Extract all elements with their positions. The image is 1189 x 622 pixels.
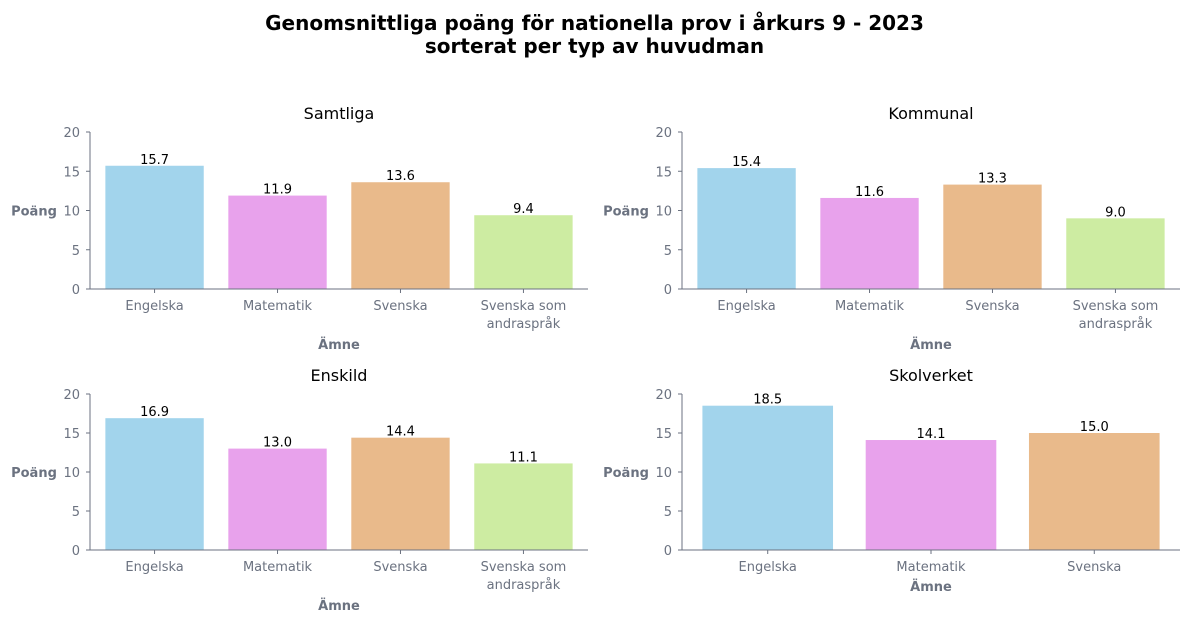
figure-title-line-2: sorterat per typ av huvudman — [425, 34, 764, 58]
panel-title: Skolverket — [889, 366, 973, 385]
panel-title: Kommunal — [888, 104, 973, 123]
panel-title: Samtliga — [304, 104, 375, 123]
x-axis-label: Ämne — [910, 579, 952, 595]
y-tick-label: 5 — [664, 244, 672, 259]
x-tick-label: Engelska — [125, 299, 183, 314]
y-tick-label: 0 — [72, 283, 80, 298]
data-label: 9.0 — [1105, 205, 1126, 220]
bar-engelska — [702, 405, 834, 550]
y-tick-label: 5 — [664, 505, 672, 520]
bar-matematik — [820, 197, 919, 289]
y-tick-label: 0 — [72, 544, 80, 559]
x-tick-label: Svenska som andraspråk — [481, 299, 567, 332]
y-tick-label: 15 — [655, 427, 672, 442]
y-tick-label: 20 — [655, 126, 672, 141]
x-tick-label: Matematik — [835, 299, 905, 314]
bar-engelska — [697, 168, 796, 289]
bar-svenska — [351, 182, 450, 289]
y-tick-label: 0 — [664, 544, 672, 559]
panel-title: Enskild — [311, 366, 368, 385]
y-tick-label: 10 — [63, 466, 80, 481]
x-axis-label: Ämne — [318, 598, 360, 614]
data-label: 11.9 — [263, 183, 292, 198]
subplot-2: Enskild 16.9 Engelska 13.0 Matematik 14.4 Sven… — [11, 366, 588, 614]
data-label: 9.4 — [513, 202, 534, 217]
bar-svenska-som-andraspråk — [1066, 218, 1165, 289]
y-tick-label: 15 — [63, 427, 80, 442]
bar-matematik — [228, 448, 327, 550]
y-tick-label: 5 — [72, 244, 80, 259]
y-tick-label: 10 — [63, 205, 80, 220]
data-label: 13.0 — [263, 436, 292, 451]
x-axis-label: Ämne — [318, 337, 360, 353]
x-tick-label: Engelska — [739, 560, 797, 575]
x-tick-label: Svenska — [1067, 560, 1121, 575]
subplot-0: Samtliga 15.7 Engelska 11.9 Matematik 13.6 Sve… — [11, 104, 588, 353]
y-tick-label: 0 — [664, 283, 672, 298]
bar-svenska-som-andraspråk — [474, 463, 573, 550]
x-tick-label: Svenska som andraspråk — [481, 560, 567, 593]
subplot-1: Kommunal 15.4 Engelska 11.6 Matematik 13.3 Sve… — [603, 104, 1180, 353]
x-tick-label: Svenska — [373, 560, 427, 575]
x-tick-label: Svenska — [373, 299, 427, 314]
x-tick-label: Matematik — [896, 560, 966, 575]
y-axis-label: Poäng — [603, 466, 649, 481]
data-label: 15.0 — [1080, 420, 1109, 435]
data-label: 13.3 — [978, 172, 1007, 187]
x-tick-label: Svenska — [965, 299, 1019, 314]
y-tick-label: 10 — [655, 466, 672, 481]
data-label: 15.4 — [732, 155, 761, 170]
y-tick-label: 20 — [63, 126, 80, 141]
x-axis-label: Ämne — [910, 337, 952, 353]
data-label: 14.1 — [917, 427, 946, 442]
y-tick-label: 15 — [655, 165, 672, 180]
subplot-grid: Samtliga 15.7 Engelska 11.9 Matematik 13.6 Sve… — [11, 104, 1180, 614]
y-tick-label: 20 — [655, 388, 672, 403]
data-label: 13.6 — [386, 169, 415, 184]
bar-svenska — [943, 184, 1042, 289]
x-tick-label: Svenska som andraspråk — [1073, 299, 1159, 332]
data-label: 15.7 — [140, 153, 169, 168]
bar-engelska — [105, 418, 204, 550]
data-label: 11.1 — [509, 450, 538, 465]
x-tick-label: Matematik — [243, 560, 313, 575]
bar-engelska — [105, 165, 204, 289]
data-label: 16.9 — [140, 405, 169, 420]
y-axis-label: Poäng — [603, 205, 649, 220]
bar-matematik — [228, 195, 327, 289]
y-tick-label: 10 — [655, 205, 672, 220]
y-tick-label: 20 — [63, 388, 80, 403]
y-tick-label: 5 — [72, 505, 80, 520]
x-tick-label: Matematik — [243, 299, 313, 314]
data-label: 14.4 — [386, 425, 415, 440]
y-axis-label: Poäng — [11, 466, 57, 481]
y-tick-label: 15 — [63, 165, 80, 180]
figure-title-line-1: Genomsnittliga poäng för nationella prov… — [265, 11, 924, 35]
data-label: 11.6 — [855, 185, 884, 200]
x-tick-label: Engelska — [125, 560, 183, 575]
bar-svenska-som-andraspråk — [474, 215, 573, 289]
data-label: 18.5 — [753, 393, 782, 408]
bar-matematik — [865, 440, 997, 550]
subplot-3: Skolverket 18.5 Engelska 14.1 Matematik 15.0 S… — [603, 366, 1180, 595]
x-tick-label: Engelska — [717, 299, 775, 314]
bar-svenska — [351, 437, 450, 550]
y-axis-label: Poäng — [11, 205, 57, 220]
bar-svenska — [1028, 433, 1160, 550]
